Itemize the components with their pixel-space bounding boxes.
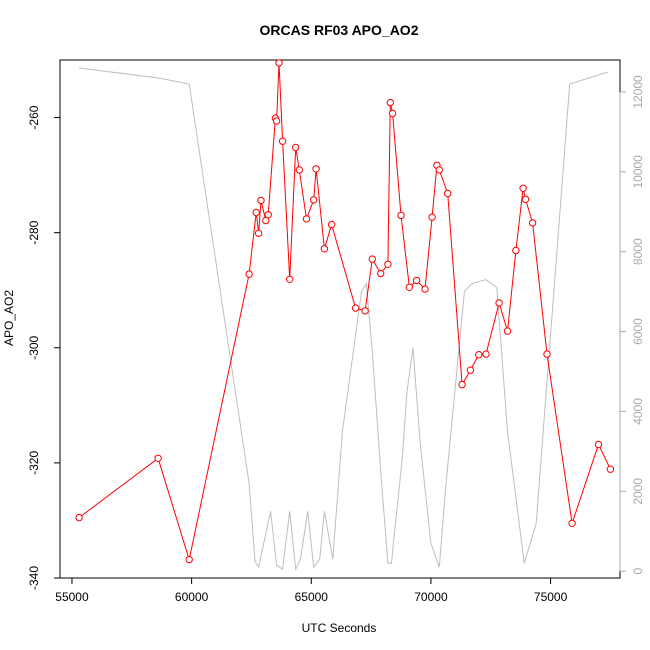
chart-title: ORCAS RF03 APO_AO2 xyxy=(260,22,419,38)
x-tick-label: 65000 xyxy=(295,590,329,604)
data-point xyxy=(466,366,475,374)
data-point xyxy=(421,285,429,293)
x-tick-label: 60000 xyxy=(175,590,209,604)
y-tick-label: -260 xyxy=(27,105,41,129)
data-point xyxy=(254,229,263,237)
data-point xyxy=(154,454,162,462)
data-point xyxy=(428,213,436,221)
data-point xyxy=(245,270,253,278)
data-point xyxy=(278,137,287,145)
data-point xyxy=(512,246,520,255)
data-point xyxy=(594,440,603,449)
data-point xyxy=(521,195,530,204)
data-point xyxy=(264,211,272,219)
data-point xyxy=(495,299,503,307)
data-point xyxy=(475,351,483,359)
data-point xyxy=(528,219,537,227)
data-point xyxy=(310,196,318,204)
y2-tick-label: 10000 xyxy=(631,155,645,189)
data-point xyxy=(320,245,329,253)
data-point xyxy=(295,166,303,174)
data-point xyxy=(388,109,397,118)
data-point xyxy=(351,304,360,312)
data-point xyxy=(405,283,414,291)
data-point xyxy=(377,269,385,278)
y2-tick-label: 12000 xyxy=(631,75,645,109)
y-tick-label: -280 xyxy=(27,220,41,244)
data-point xyxy=(503,327,512,335)
axes-layer: 55000 60000 65000 70000 75000-340-320-300-28… xyxy=(27,75,645,604)
y2-tick-label: 4000 xyxy=(631,398,645,425)
x-tick-label: 75000 xyxy=(534,590,568,604)
data-point xyxy=(252,208,260,217)
y-tick-label: -340 xyxy=(27,566,41,590)
y-tick-label: -320 xyxy=(27,451,41,475)
data-point xyxy=(568,519,576,527)
y-axis-label: APO_AO2 xyxy=(2,290,16,346)
data-point xyxy=(361,307,369,315)
data-point xyxy=(482,350,490,358)
y-tick-label: -300 xyxy=(27,335,41,359)
data-point xyxy=(444,189,452,198)
data-point xyxy=(75,513,83,522)
primary-series-layer xyxy=(75,59,615,564)
y2-tick-label: 6000 xyxy=(631,318,645,345)
x-tick-label: 55000 xyxy=(55,590,89,604)
data-point xyxy=(435,166,443,174)
x-tick-label: 70000 xyxy=(414,590,448,604)
data-point xyxy=(519,184,527,193)
data-point xyxy=(368,255,376,263)
data-point xyxy=(292,143,300,152)
x-axis-label: UTC Seconds xyxy=(302,621,377,635)
primary-series-line xyxy=(78,62,611,560)
y2-tick-label: 0 xyxy=(631,568,645,575)
data-point xyxy=(272,117,281,125)
data-point xyxy=(185,555,193,564)
y2-tick-label: 2000 xyxy=(631,478,645,505)
secondary-series-layer xyxy=(79,67,609,572)
data-point xyxy=(458,380,466,389)
data-point xyxy=(397,211,405,220)
data-point xyxy=(412,276,421,285)
data-point xyxy=(327,220,336,229)
data-point xyxy=(302,215,311,223)
data-point xyxy=(286,275,294,283)
data-point xyxy=(543,350,551,358)
data-point xyxy=(275,59,283,67)
y2-tick-label: 8000 xyxy=(631,238,645,265)
data-point xyxy=(606,465,615,473)
data-point xyxy=(312,165,320,173)
secondary-series-line xyxy=(79,67,609,572)
data-point xyxy=(384,260,392,268)
data-point xyxy=(257,196,265,205)
data-point xyxy=(386,98,394,107)
